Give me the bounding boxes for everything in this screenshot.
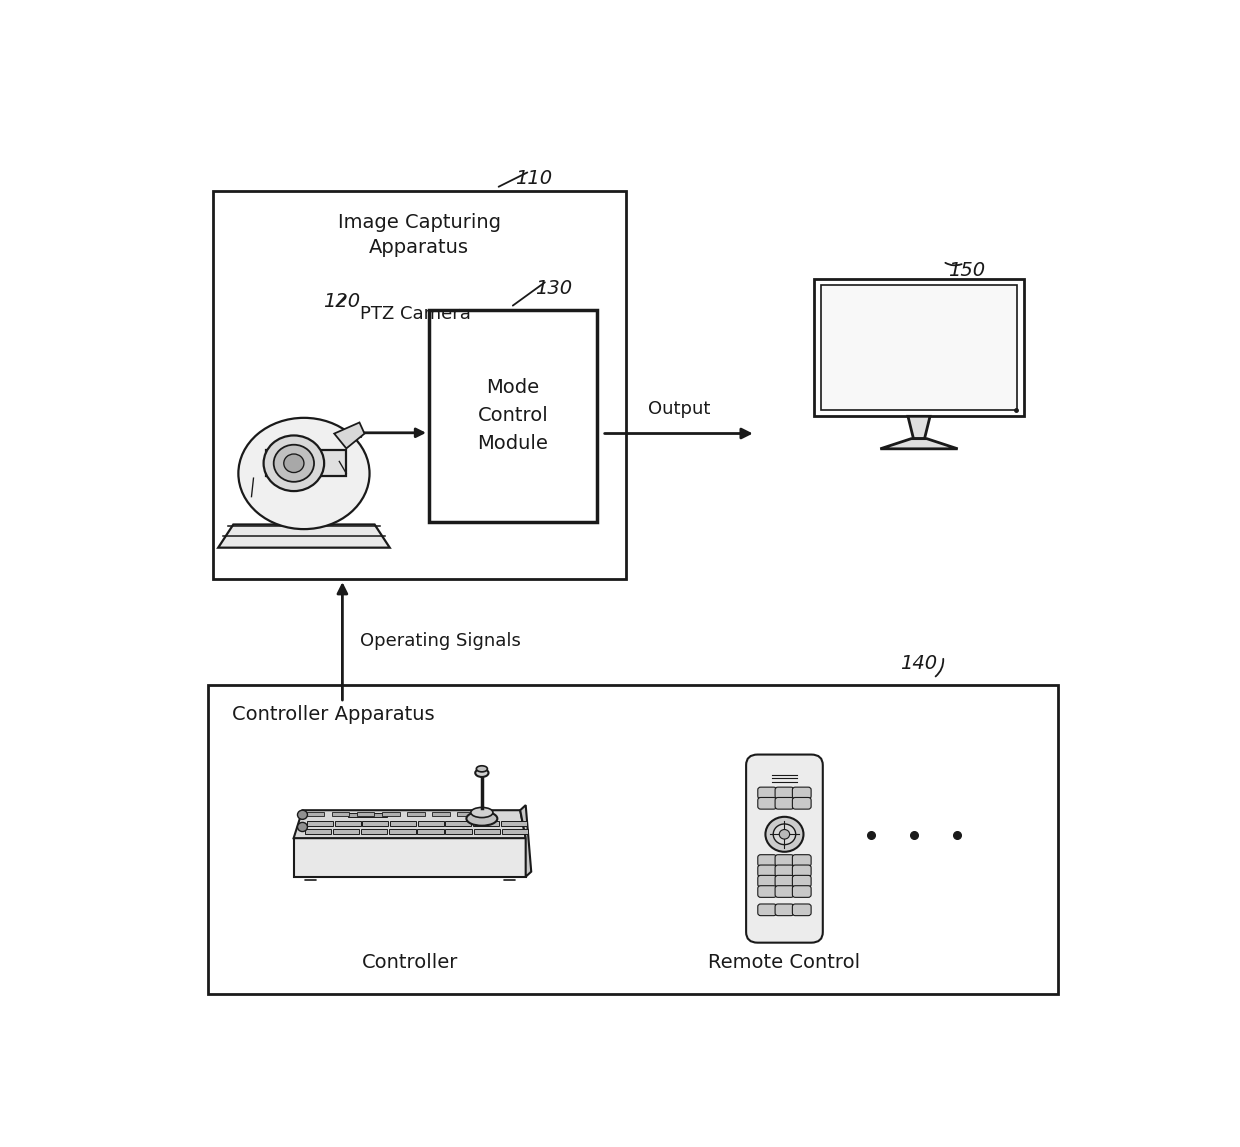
Circle shape [274,445,314,482]
Bar [389,828,415,834]
Text: 110: 110 [516,169,553,188]
Ellipse shape [475,768,489,777]
FancyBboxPatch shape [775,797,794,809]
Bar [361,828,387,834]
FancyBboxPatch shape [758,855,776,866]
Bar [332,828,360,834]
FancyBboxPatch shape [792,855,811,866]
Text: 130: 130 [534,279,572,298]
Bar [418,828,444,834]
Text: Remote Control: Remote Control [708,953,861,973]
Bar [502,828,528,834]
Bar [213,190,626,579]
FancyBboxPatch shape [775,787,794,798]
Bar [306,812,324,817]
Polygon shape [218,524,389,547]
Text: Mode
Control
Module: Mode Control Module [477,379,548,453]
FancyBboxPatch shape [758,885,776,897]
FancyBboxPatch shape [758,787,776,798]
FancyBboxPatch shape [746,755,823,943]
Bar [332,812,350,817]
Bar [432,812,450,817]
FancyBboxPatch shape [792,865,811,876]
Bar [445,828,472,834]
Bar [474,828,500,834]
FancyBboxPatch shape [775,904,794,915]
Polygon shape [521,805,531,876]
FancyBboxPatch shape [792,904,811,915]
Bar [362,821,388,826]
Circle shape [774,824,796,844]
Bar [308,821,334,826]
Text: 150: 150 [947,262,985,280]
FancyBboxPatch shape [792,885,811,897]
Polygon shape [348,813,387,818]
Circle shape [264,436,324,491]
Bar [445,821,471,826]
Circle shape [765,817,804,852]
Polygon shape [908,416,930,438]
Bar [391,821,417,826]
Text: 140: 140 [900,654,937,673]
Ellipse shape [238,418,370,529]
Bar [472,821,498,826]
Polygon shape [880,438,957,448]
Circle shape [779,829,790,840]
Text: Controller Apparatus: Controller Apparatus [232,704,434,724]
Polygon shape [294,838,526,876]
Ellipse shape [466,811,497,826]
Bar [458,812,475,817]
Bar [501,821,527,826]
Polygon shape [335,422,365,448]
Ellipse shape [471,807,494,818]
FancyBboxPatch shape [758,875,776,887]
Bar [208,685,1058,994]
Circle shape [298,822,308,832]
Bar [813,279,1024,416]
FancyBboxPatch shape [775,855,794,866]
Bar [305,828,331,834]
Polygon shape [265,451,346,476]
Text: 120: 120 [324,292,361,311]
Ellipse shape [476,766,487,772]
Bar [357,812,374,817]
FancyBboxPatch shape [758,904,776,915]
Polygon shape [294,810,526,838]
Text: Image Capturing
Apparatus: Image Capturing Apparatus [337,212,501,257]
Text: Operating Signals: Operating Signals [360,632,521,650]
FancyBboxPatch shape [775,875,794,887]
Bar [335,821,361,826]
Bar [429,310,596,522]
Text: Output: Output [647,399,711,418]
Bar [407,812,424,817]
Circle shape [298,810,308,819]
Circle shape [284,454,304,473]
FancyBboxPatch shape [792,797,811,809]
Text: Controller: Controller [362,953,458,973]
FancyBboxPatch shape [792,875,811,887]
Bar [821,286,1017,411]
FancyBboxPatch shape [792,787,811,798]
Bar [418,821,444,826]
FancyBboxPatch shape [758,865,776,876]
FancyBboxPatch shape [775,865,794,876]
FancyBboxPatch shape [758,797,776,809]
Bar [382,812,399,817]
FancyBboxPatch shape [775,885,794,897]
Polygon shape [275,504,332,524]
Text: PTZ Camera: PTZ Camera [360,305,470,323]
